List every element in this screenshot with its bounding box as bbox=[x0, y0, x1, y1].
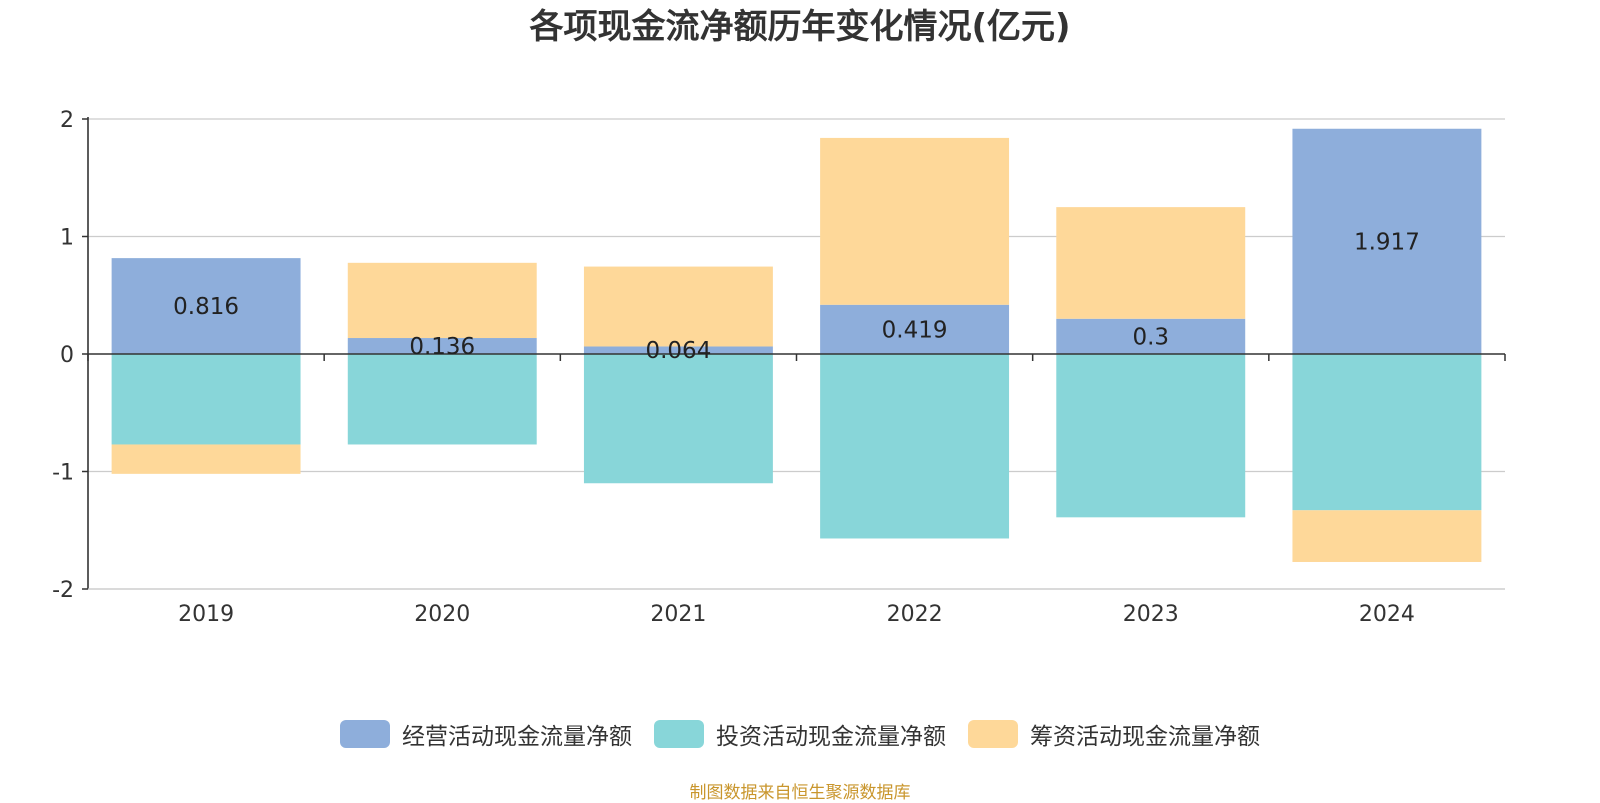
data-label: 0.419 bbox=[882, 317, 948, 343]
bar-2024-series-1 bbox=[1292, 128, 1482, 354]
legend-swatch-financing bbox=[968, 720, 1018, 748]
bar-2021-series-3 bbox=[583, 266, 773, 347]
bar-2020-series-3 bbox=[347, 262, 537, 339]
data-label: 0.136 bbox=[409, 334, 475, 360]
chart-title: 各项现金流净额历年变化情况(亿元) bbox=[529, 7, 1071, 47]
x-tick-label: 2021 bbox=[650, 602, 706, 627]
data-label: 0.3 bbox=[1132, 324, 1169, 350]
data-label: 0.816 bbox=[173, 294, 239, 320]
bar-2021-series-1 bbox=[583, 346, 773, 354]
legend-label-investing: 投资活动现金流量净额 bbox=[716, 724, 946, 750]
x-tick-label: 2024 bbox=[1359, 602, 1415, 627]
y-tick-label: 0 bbox=[60, 343, 74, 368]
bar-2023-series-3 bbox=[1056, 207, 1246, 319]
legend-swatch-investing bbox=[654, 720, 704, 748]
source-note: 制图数据来自恒生聚源数据库 bbox=[689, 783, 911, 803]
bar-2021-series-2 bbox=[583, 354, 773, 484]
bar-2020-series-2 bbox=[347, 354, 537, 445]
bar-2024-series-2 bbox=[1292, 354, 1482, 511]
legend-item-operating[interactable]: 经营活动现金流量净额 bbox=[340, 717, 632, 751]
bar-2019-series-3 bbox=[111, 444, 301, 474]
y-tick-label: -1 bbox=[52, 461, 74, 486]
legend-swatch-operating bbox=[340, 720, 390, 748]
x-tick-label: 2020 bbox=[414, 602, 470, 627]
bar-2019-series-2 bbox=[111, 354, 301, 445]
x-tick-label: 2022 bbox=[887, 602, 943, 627]
y-tick-label: -2 bbox=[52, 578, 74, 603]
legend-label-operating: 经营活动现金流量净额 bbox=[402, 724, 632, 750]
bar-2019-series-1 bbox=[111, 258, 301, 354]
legend-label-financing: 筹资活动现金流量净额 bbox=[1030, 724, 1260, 750]
bar-2020-series-1 bbox=[347, 338, 537, 354]
legend-item-investing[interactable]: 投资活动现金流量净额 bbox=[654, 717, 946, 751]
bar-2022-series-3 bbox=[820, 137, 1010, 305]
bar-2023-series-1 bbox=[1056, 318, 1246, 354]
y-tick-label: 1 bbox=[60, 226, 74, 251]
bar-2023-series-2 bbox=[1056, 354, 1246, 518]
data-label: 1.917 bbox=[1354, 229, 1420, 255]
chart-legend: 经营活动现金流量净额 投资活动现金流量净额 筹资活动现金流量净额 bbox=[0, 717, 1600, 751]
legend-item-financing[interactable]: 筹资活动现金流量净额 bbox=[968, 717, 1260, 751]
bar-2022-series-2 bbox=[820, 354, 1010, 539]
bar-2024-series-3 bbox=[1292, 510, 1482, 562]
bar-2022-series-1 bbox=[820, 304, 1010, 354]
x-tick-label: 2023 bbox=[1123, 602, 1179, 627]
y-tick-label: 2 bbox=[60, 108, 74, 133]
data-label: 0.064 bbox=[645, 338, 711, 364]
x-tick-label: 2019 bbox=[178, 602, 234, 627]
